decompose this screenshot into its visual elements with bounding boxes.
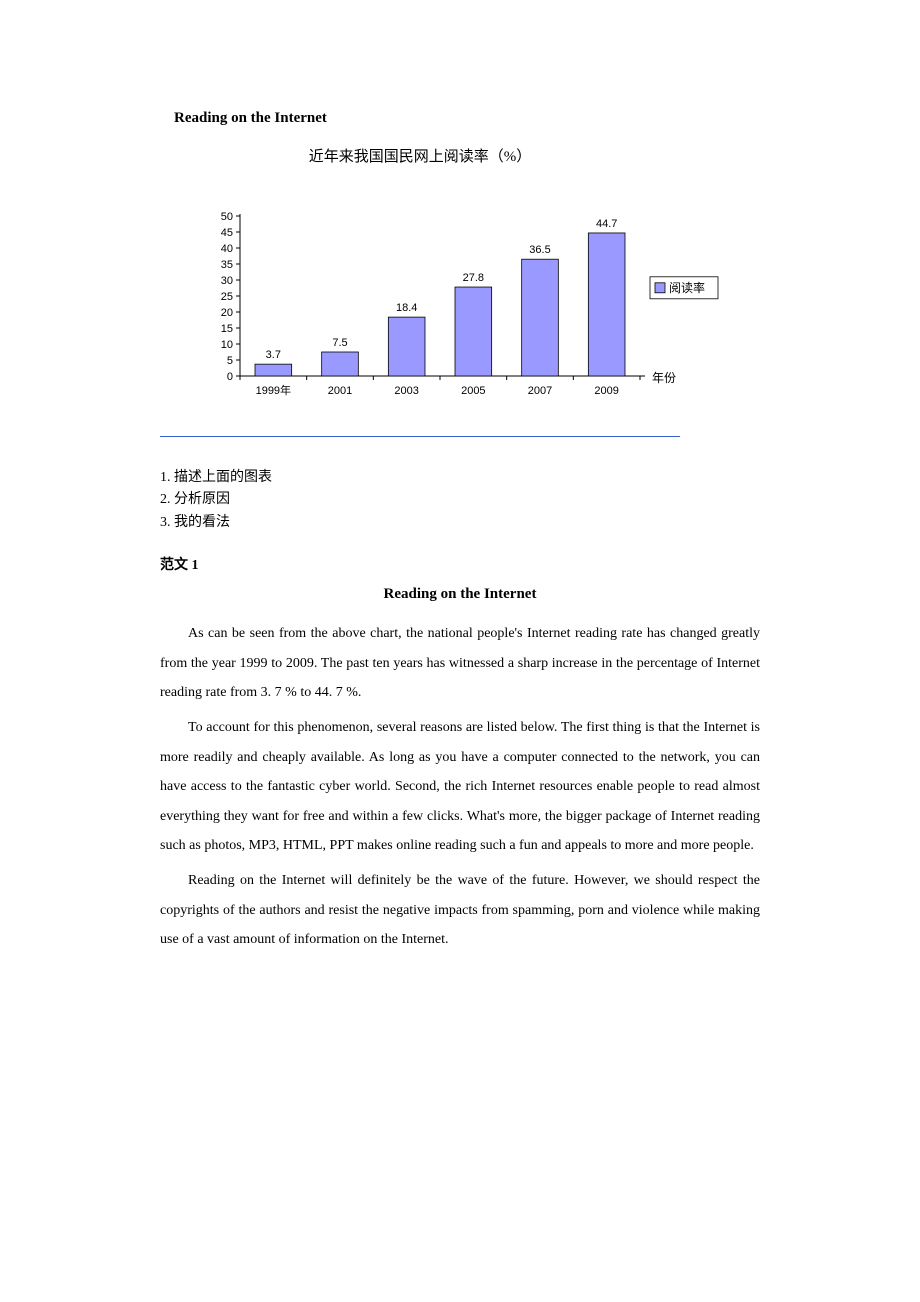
- svg-text:36.5: 36.5: [529, 244, 550, 256]
- svg-text:40: 40: [221, 243, 233, 255]
- divider-line: [160, 436, 680, 437]
- page-title: Reading on the Internet: [174, 110, 760, 127]
- chart-container: 近年来我国国民网上阅读率（%） 051015202530354045503.71…: [160, 145, 760, 406]
- section-heading: 范文 1: [160, 554, 760, 574]
- svg-text:18.4: 18.4: [396, 302, 417, 314]
- outline-item: 2. 分析原因: [160, 489, 760, 511]
- svg-text:35: 35: [221, 259, 233, 271]
- svg-text:44.7: 44.7: [596, 218, 617, 230]
- svg-text:3.7: 3.7: [266, 349, 281, 361]
- svg-text:年份: 年份: [652, 371, 676, 385]
- essay-paragraph: As can be seen from the above chart, the…: [160, 619, 760, 707]
- outline-list: 1. 描述上面的图表 2. 分析原因 3. 我的看法: [160, 467, 760, 534]
- svg-text:10: 10: [221, 339, 233, 351]
- essay-paragraph: Reading on the Internet will definitely …: [160, 866, 760, 954]
- svg-text:25: 25: [221, 291, 233, 303]
- svg-text:2009: 2009: [594, 385, 618, 397]
- svg-text:1999年: 1999年: [256, 383, 291, 397]
- svg-text:2001: 2001: [328, 385, 352, 397]
- svg-text:7.5: 7.5: [332, 337, 347, 349]
- svg-text:45: 45: [221, 227, 233, 239]
- svg-text:0: 0: [227, 371, 233, 383]
- chart-title: 近年来我国国民网上阅读率（%）: [80, 145, 760, 166]
- svg-text:27.8: 27.8: [463, 272, 484, 284]
- svg-text:50: 50: [221, 211, 233, 223]
- svg-text:2007: 2007: [528, 385, 552, 397]
- outline-item: 3. 我的看法: [160, 512, 760, 534]
- essay-paragraph: To account for this phenomenon, several …: [160, 713, 760, 860]
- svg-text:20: 20: [221, 307, 233, 319]
- bar-chart: 0 5 10 15 20 25 30 35 40 45 50 3.7 1999年 7.5 2001 18.4 2…: [175, 186, 745, 406]
- svg-text:30: 30: [221, 275, 233, 287]
- svg-text:5: 5: [227, 355, 233, 367]
- outline-item: 1. 描述上面的图表: [160, 467, 760, 489]
- svg-text:2003: 2003: [394, 385, 418, 397]
- svg-text:阅读率: 阅读率: [669, 280, 705, 295]
- svg-text:2005: 2005: [461, 385, 485, 397]
- essay-title: Reading on the Internet: [160, 586, 760, 603]
- svg-text:15: 15: [221, 323, 233, 335]
